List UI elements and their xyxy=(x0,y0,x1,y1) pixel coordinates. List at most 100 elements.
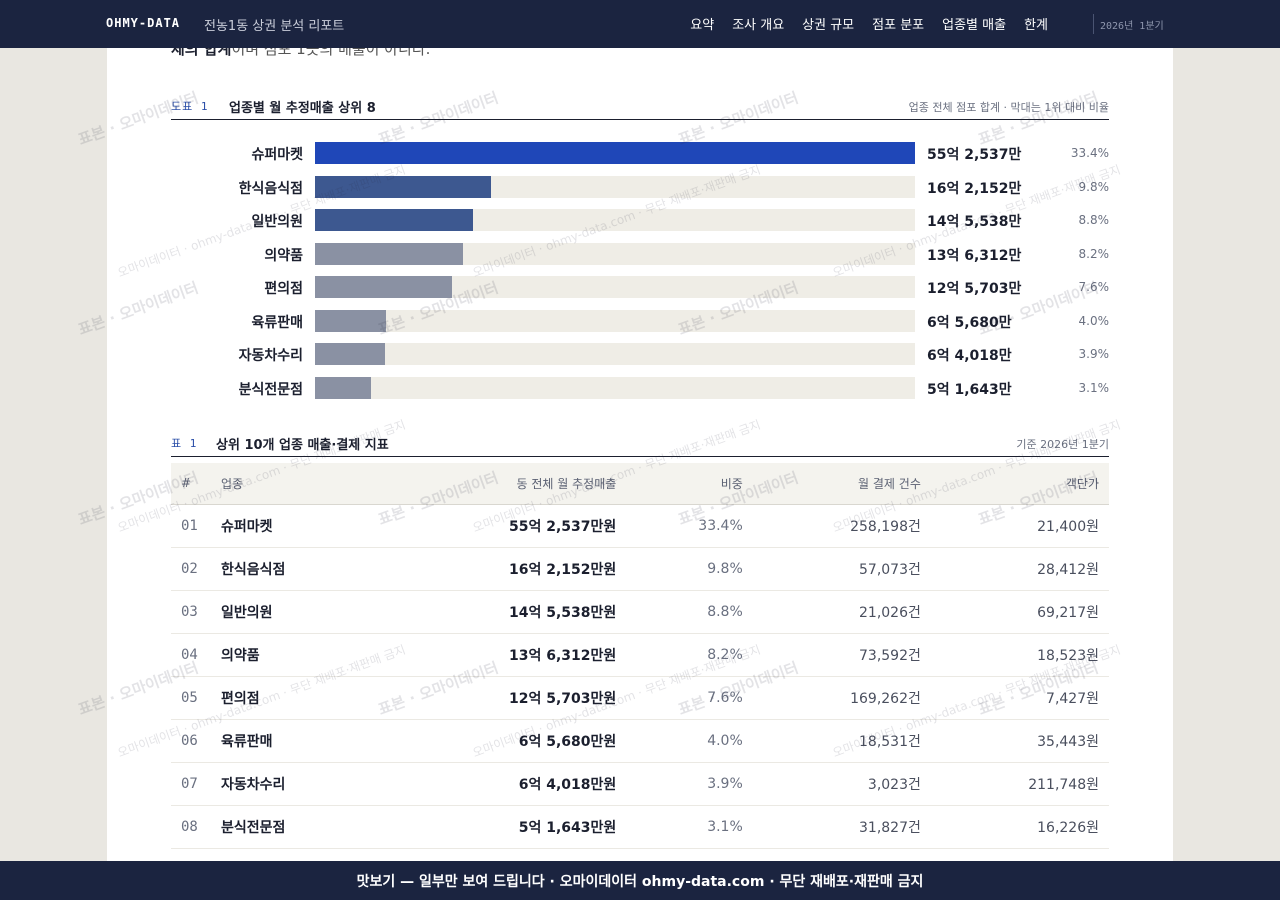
row-rank: 04 xyxy=(171,633,211,677)
row-payments: 3,023건 xyxy=(752,762,931,806)
col-avg-ticket: 객단가 xyxy=(930,463,1109,505)
row-payments: 21,026건 xyxy=(752,590,931,634)
row-rank: 08 xyxy=(171,805,211,849)
col-rank: # xyxy=(171,463,211,505)
col-share: 비중 xyxy=(626,463,753,505)
row-industry: 분식전문점 xyxy=(211,805,377,849)
bar-track xyxy=(315,242,915,265)
bar-row: 분식전문점 5억 1,643만 3.1% xyxy=(107,376,1173,399)
bar-label: 자동차수리 xyxy=(238,348,303,364)
row-payments: 31,827건 xyxy=(752,805,931,849)
figure-tag: 도표 1 xyxy=(171,100,209,113)
row-rank: 06 xyxy=(171,719,211,763)
row-avg-ticket: 69,217원 xyxy=(930,590,1109,634)
row-industry: 편의점 xyxy=(211,676,377,720)
bar xyxy=(315,175,492,198)
row-avg-ticket: 28,412원 xyxy=(930,547,1109,591)
bar-value-label: 13억 6,312만 xyxy=(927,247,1022,264)
nav-divider xyxy=(1093,14,1094,34)
nav-limitations[interactable]: 한계 xyxy=(1024,18,1048,33)
bar-row: 편의점 12억 5,703만 7.6% xyxy=(107,276,1173,298)
bar-track xyxy=(315,175,915,198)
row-sales: 6억 5,680만원 xyxy=(376,719,627,763)
row-share: 9.8% xyxy=(626,547,753,591)
bar-share-label: 3.1% xyxy=(1078,380,1110,395)
row-share: 3.1% xyxy=(626,805,753,849)
bar-share-label: 8.2% xyxy=(1078,246,1110,261)
nav-summary[interactable]: 요약 xyxy=(690,18,715,33)
bar-label: 의약품 xyxy=(264,247,303,264)
row-avg-ticket: 21,400원 xyxy=(930,504,1109,548)
bar-track xyxy=(315,376,915,399)
figure-title: 업종별 월 추정매출 상위 8 xyxy=(229,101,376,116)
intro-rest: 이며 점포 1곳의 매출이 아니다. xyxy=(231,48,431,58)
row-sales: 13억 6,312만원 xyxy=(376,633,627,677)
bar-label: 편의점 xyxy=(264,281,303,297)
bar xyxy=(315,242,464,265)
row-share: 33.4% xyxy=(626,504,753,548)
table-header-row: # 업종 동 전체 월 추정매출 비중 월 결제 건수 객단가 xyxy=(171,463,1109,505)
row-share: 3.9% xyxy=(626,762,753,806)
bar xyxy=(315,142,915,164)
row-sales: 12억 5,703만원 xyxy=(376,676,627,720)
intro-paragraph-fragment: 체의 합계이며 점포 1곳의 매출이 아니다. xyxy=(171,48,430,59)
row-payments: 169,262건 xyxy=(752,676,931,720)
row-share: 4.0% xyxy=(626,719,753,763)
bar-label: 육류판매 xyxy=(251,314,303,331)
figure-header: 도표 1 업종별 월 추정매출 상위 8 업종 전체 점포 합계 · 막대는 1… xyxy=(171,92,1109,120)
bar-row: 한식음식점 16억 2,152만 9.8% xyxy=(107,175,1173,198)
bar-share-label: 33.4% xyxy=(1070,146,1109,160)
row-avg-ticket: 35,443원 xyxy=(930,719,1109,763)
row-industry: 의약품 xyxy=(211,633,377,677)
row-payments: 258,198건 xyxy=(752,504,931,548)
table-header: 표 1 상위 10개 업종 매출·결제 지표 기준 2026년 1분기 xyxy=(171,429,1109,457)
bar-track xyxy=(315,209,915,231)
row-avg-ticket: 7,427원 xyxy=(930,676,1109,720)
nav-market-size[interactable]: 상권 규모 xyxy=(802,18,855,33)
document-title: 전농1동 상권 분석 리포트 xyxy=(204,19,345,34)
bar-track xyxy=(315,276,915,298)
bar-share-label: 3.9% xyxy=(1078,347,1110,361)
bar-share-label: 7.6% xyxy=(1078,280,1110,294)
row-rank: 03 xyxy=(171,590,211,634)
bar-row: 의약품 13억 6,312만 8.2% xyxy=(107,242,1173,265)
row-industry: 육류판매 xyxy=(211,719,377,763)
row-avg-ticket: 211,748원 xyxy=(930,762,1109,806)
row-sales: 55억 2,537만원 xyxy=(376,504,627,548)
row-rank: 07 xyxy=(171,762,211,806)
table-row: 05 편의점 12억 5,703만원 7.6% 169,262건 7,427원 xyxy=(171,676,1109,720)
intro-bold: 체의 합계 xyxy=(171,48,232,58)
bar-track xyxy=(315,142,915,164)
bar-share-label: 8.8% xyxy=(1078,213,1110,227)
bar-value-label: 14억 5,538만 xyxy=(927,214,1022,230)
table-row: 04 의약품 13억 6,312만원 8.2% 73,592건 18,523원 xyxy=(171,633,1109,677)
bar-row: 슈퍼마켓 55억 2,537만 33.4% xyxy=(107,142,1173,164)
row-avg-ticket: 16,226원 xyxy=(930,805,1109,849)
top-navigation-bar: OHMY-DATA 전농1동 상권 분석 리포트 요약 조사 개요 상권 규모 … xyxy=(0,0,1280,48)
table-tag: 표 1 xyxy=(171,437,198,450)
preview-footer-banner: 맛보기 — 일부만 보여 드립니다 · 오마이데이터 ohmy-data.com… xyxy=(0,861,1280,900)
bar xyxy=(315,209,474,231)
bar-value-label: 6억 4,018만 xyxy=(927,348,1012,364)
nav-store-distribution[interactable]: 점포 분포 xyxy=(872,18,925,33)
bar-value-label: 6억 5,680만 xyxy=(927,314,1012,331)
row-industry: 일반의원 xyxy=(211,590,377,634)
table-body: 01 슈퍼마켓 55억 2,537만원 33.4% 258,198건 21,400원 02 한… xyxy=(171,504,1109,849)
bar-label: 분식전문점 xyxy=(238,381,303,398)
sales-metrics-table: # 업종 동 전체 월 추정매출 비중 월 결제 건수 객단가 01 슈퍼마켓 55… xyxy=(171,463,1109,849)
row-sales: 5억 1,643만원 xyxy=(376,805,627,849)
row-avg-ticket: 18,523원 xyxy=(930,633,1109,677)
nav-survey-overview[interactable]: 조사 개요 xyxy=(732,18,785,33)
row-rank: 02 xyxy=(171,547,211,591)
nav-sales-by-industry[interactable]: 업종별 매출 xyxy=(942,18,1007,33)
row-rank: 05 xyxy=(171,676,211,720)
bar-value-label: 5억 1,643만 xyxy=(927,381,1012,398)
brand-logo[interactable]: OHMY-DATA xyxy=(106,16,181,30)
table-row: 02 한식음식점 16억 2,152만원 9.8% 57,073건 28,412원 xyxy=(171,547,1109,591)
row-sales: 16억 2,152만원 xyxy=(376,547,627,591)
row-share: 7.6% xyxy=(626,676,753,720)
bar-value-label: 55억 2,537만 xyxy=(927,147,1022,163)
bar xyxy=(315,309,387,332)
row-payments: 73,592건 xyxy=(752,633,931,677)
table-row: 03 일반의원 14억 5,538만원 8.8% 21,026건 69,217원 xyxy=(171,590,1109,634)
